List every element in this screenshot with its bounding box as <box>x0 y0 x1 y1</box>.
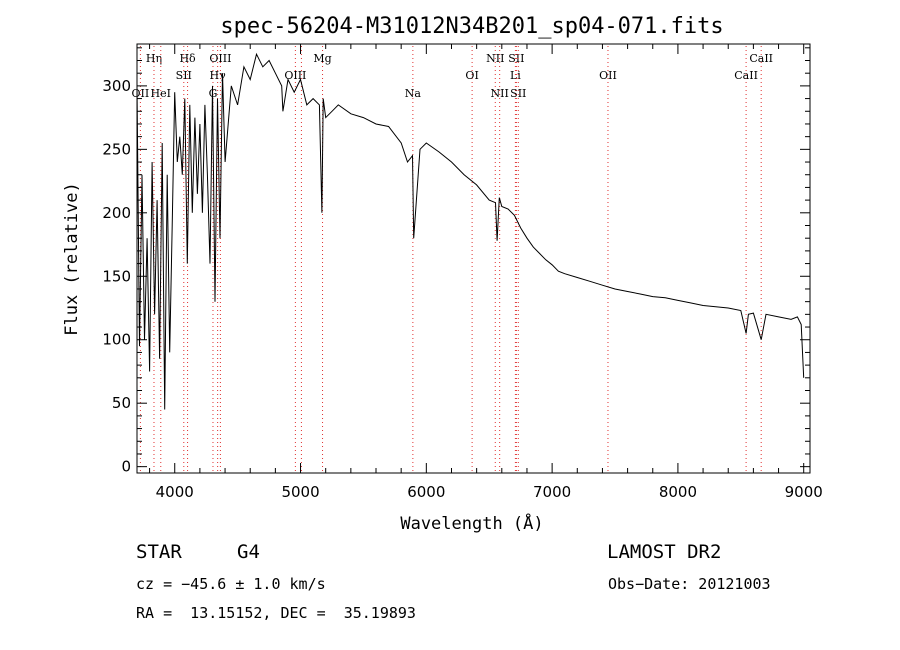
observation-date: Obs−Date: 20121003 <box>608 575 771 593</box>
line-label-3: SII <box>176 69 192 82</box>
line-label-14: NII <box>491 87 509 100</box>
x-tick-label: 9000 <box>785 483 823 501</box>
x-axis-label: Wavelength (Å) <box>400 512 543 534</box>
chart-title: spec-56204-M31012N34B201_sp04-071.fits <box>220 14 723 39</box>
line-label-6: Hγ <box>210 69 227 82</box>
line-label-11: Na <box>405 87 422 100</box>
y-axis: 0 50 100 150 200 250 300 <box>102 47 810 476</box>
line-label-0: OII <box>132 87 150 100</box>
line-label-8: OIII <box>284 69 306 82</box>
x-axis: 4000 5000 6000 7000 8000 9000 <box>149 44 823 501</box>
line-label-20: CaII <box>749 52 773 65</box>
series-layer <box>136 52 805 410</box>
y-tick-label: 0 <box>121 458 131 476</box>
ra-dec: RA = 13.15152, DEC = 35.19893 <box>136 604 416 622</box>
line-label-4: Hδ <box>179 52 196 65</box>
object-subclass: G4 <box>237 541 260 563</box>
x-tick-label: 4000 <box>156 483 194 501</box>
y-tick-label: 250 <box>102 140 131 158</box>
spectrum-series-0 <box>136 52 805 410</box>
y-tick-label: 200 <box>102 204 131 222</box>
redshift-cz: cz = −45.6 ± 1.0 km/s <box>136 575 326 593</box>
x-tick-label: 8000 <box>659 483 697 501</box>
line-label-18: OII <box>599 69 617 82</box>
line-label-16: SII <box>508 52 524 65</box>
emission-line-markers: OIIHηHeISIIHδGHγOIIIOIIIMgNaOINIINIILiSI… <box>132 46 773 473</box>
x-tick-label: 6000 <box>407 483 445 501</box>
y-tick-label: 150 <box>102 267 131 285</box>
y-tick-label: 100 <box>102 331 131 349</box>
object-class: STAR <box>136 541 182 563</box>
y-tick-label: 50 <box>112 394 131 412</box>
line-label-12: OI <box>465 69 478 82</box>
line-label-7: OIII <box>209 52 231 65</box>
x-tick-label: 5000 <box>281 483 319 501</box>
line-label-13: NII <box>486 52 504 65</box>
line-label-2: HeI <box>151 87 171 100</box>
plot-frame <box>136 43 811 474</box>
line-label-10: Mg <box>313 52 331 65</box>
line-label-19: CaII <box>734 69 758 82</box>
y-axis-label: Flux (relative) <box>62 182 82 336</box>
line-label-1: Hη <box>146 52 162 65</box>
y-tick-label: 300 <box>102 77 131 95</box>
line-label-15: Li <box>510 69 521 82</box>
x-tick-label: 7000 <box>533 483 571 501</box>
line-label-17: SII <box>510 87 526 100</box>
survey-name: LAMOST DR2 <box>607 541 722 563</box>
